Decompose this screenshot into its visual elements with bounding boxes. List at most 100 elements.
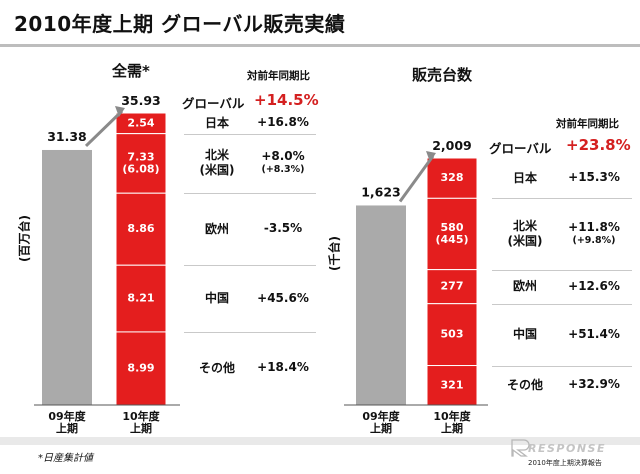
right-global-label: グローバル	[489, 141, 552, 156]
right-segment-label-1-line: (445)	[435, 233, 468, 246]
right-total-label-09: 1,623	[361, 184, 401, 199]
right-category-label-10: 10年度上期	[433, 409, 471, 435]
right-segment-0	[426, 157, 478, 199]
left-row-pct-3: +45.6%	[248, 291, 318, 306]
right-category-label-09-line: 09年度	[362, 409, 400, 423]
right-row-name-4: その他	[506, 377, 543, 392]
left-segment-label-1-line: 7.33	[127, 150, 154, 163]
left-category-label-09-line: 上期	[56, 421, 78, 435]
left-total-label-09: 31.38	[47, 129, 87, 144]
right-segment-4	[426, 365, 478, 406]
right-segment-label-0: 328	[441, 171, 464, 184]
right-segment-label-3: 503	[441, 328, 464, 341]
right-row-divider	[492, 365, 632, 367]
left-growth-arrowhead	[115, 106, 125, 117]
title-divider	[0, 44, 640, 47]
left-row-pct-1: +8.0% (+8.3%)	[248, 149, 318, 176]
right-yoy-header: 対前年同期比	[556, 118, 619, 130]
left-segment-label-4-line: 8.99	[127, 361, 154, 374]
left-global-pct: +14.5%	[254, 91, 319, 109]
right-total-label-10: 2,009	[432, 138, 472, 153]
left-row-pct-0: +16.8%	[248, 115, 318, 130]
right-row-pct-sub-1: (+9.8%)	[572, 234, 616, 246]
left-segment-label-3-line: 8.21	[127, 292, 154, 305]
left-row-name-3: 中国	[204, 291, 229, 306]
left-segment-2	[115, 192, 167, 266]
right-category-label-09-line: 上期	[370, 421, 392, 435]
right-segment-label-3-line: 503	[441, 328, 464, 341]
page-title: 2010年度上期 グローバル販売実績	[14, 12, 346, 36]
footer-bar	[0, 437, 640, 445]
left-row-divider	[184, 133, 316, 135]
right-bar-09	[356, 205, 406, 405]
right-row-pct-value-2: +12.6%	[568, 278, 620, 293]
left-segment-label-1: 7.33 (6.08)	[122, 150, 159, 175]
left-category-label-09: 09年度上期	[48, 409, 86, 435]
right-segment-label-1: 580 (445)	[435, 221, 468, 246]
left-row-divider	[184, 193, 316, 195]
left-total-label-10: 35.93	[121, 93, 161, 108]
right-row-pct-value-3: +51.4%	[568, 326, 620, 341]
right-row-pct-0: +15.3%	[558, 170, 630, 185]
response-logo: RESPONSE	[511, 439, 606, 457]
left-segment-label-0-line: 2.54	[127, 116, 154, 129]
left-segment-label-0: 2.54	[127, 116, 154, 129]
left-row-name-1: 北米 (米国)	[199, 148, 235, 178]
left-row-pct-value-4: +18.4%	[257, 360, 309, 375]
right-row-pct-value-1: +11.8%	[568, 219, 620, 234]
right-category-label-09: 09年度上期	[362, 409, 400, 435]
left-segment-label-2-line: 8.86	[127, 222, 154, 235]
right-row-divider	[492, 269, 632, 271]
right-segment-1	[426, 197, 478, 271]
left-segment-label-3: 8.21	[127, 292, 154, 305]
right-segment-label-2-line: 277	[441, 280, 464, 293]
left-row-pct-value-3: +45.6%	[257, 290, 309, 305]
left-row-pct-sub-1: (+8.3%)	[261, 164, 305, 176]
right-segment-label-1-line: 580	[441, 221, 464, 234]
left-row-divider	[184, 331, 316, 333]
footnote: *日産集計値	[38, 453, 93, 464]
left-row-divider	[184, 265, 316, 267]
right-row-name-0: 日本	[512, 170, 537, 185]
left-bar-09	[42, 149, 92, 405]
right-row-pct-1: +11.8% (+9.8%)	[558, 220, 630, 247]
right-row-name-3: 中国	[512, 327, 537, 342]
left-segment-4	[115, 331, 167, 406]
right-row-pct-3: +51.4%	[558, 327, 630, 342]
left-growth-arrow	[84, 109, 124, 148]
right-row-pct-value-4: +32.9%	[568, 377, 620, 392]
right-row-pct-2: +12.6%	[558, 279, 630, 294]
left-row-name-4: その他	[198, 360, 235, 375]
right-segment-label-2: 277	[441, 280, 464, 293]
right-row-divider	[492, 198, 632, 200]
logo-wordmark: RESPONSE	[528, 442, 606, 455]
left-row-name-0: 日本	[204, 115, 229, 130]
right-growth-arrowhead	[426, 151, 436, 162]
right-row-divider	[492, 303, 632, 305]
left-segment-label-2: 8.86	[127, 222, 154, 235]
right-segment-label-4: 321	[441, 378, 464, 391]
right-row-pct-value-0: +15.3%	[568, 170, 620, 185]
right-segment-label-0-line: 328	[441, 171, 464, 184]
left-category-label-10: 10年度上期	[122, 409, 160, 435]
right-global-pct: +23.8%	[566, 136, 631, 154]
left-row-pct-2: -3.5%	[248, 221, 318, 236]
left-category-label-10-line: 上期	[130, 421, 152, 435]
left-yoy-header: 対前年同期比	[247, 70, 310, 82]
right-growth-arrow	[398, 155, 435, 203]
left-row-name-2: 欧州	[204, 221, 229, 236]
left-row-pct-value-2: -3.5%	[263, 221, 303, 236]
footer-caption: 2010年度上期決算報告	[528, 459, 602, 467]
left-category-label-09-line: 09年度	[48, 409, 86, 423]
right-category-label-10-line: 10年度	[433, 409, 471, 423]
right-segment-3	[426, 303, 478, 367]
right-category-label-10-line: 上期	[441, 421, 463, 435]
left-row-pct-4: +18.4%	[248, 360, 318, 375]
left-row-pct-value-0: +16.8%	[257, 115, 309, 130]
left-panel-title: 全需*	[112, 62, 150, 80]
right-row-name-1: 北米 (米国)	[507, 218, 543, 248]
left-global-label: グローバル	[182, 96, 245, 111]
right-row-pct-4: +32.9%	[558, 377, 630, 392]
